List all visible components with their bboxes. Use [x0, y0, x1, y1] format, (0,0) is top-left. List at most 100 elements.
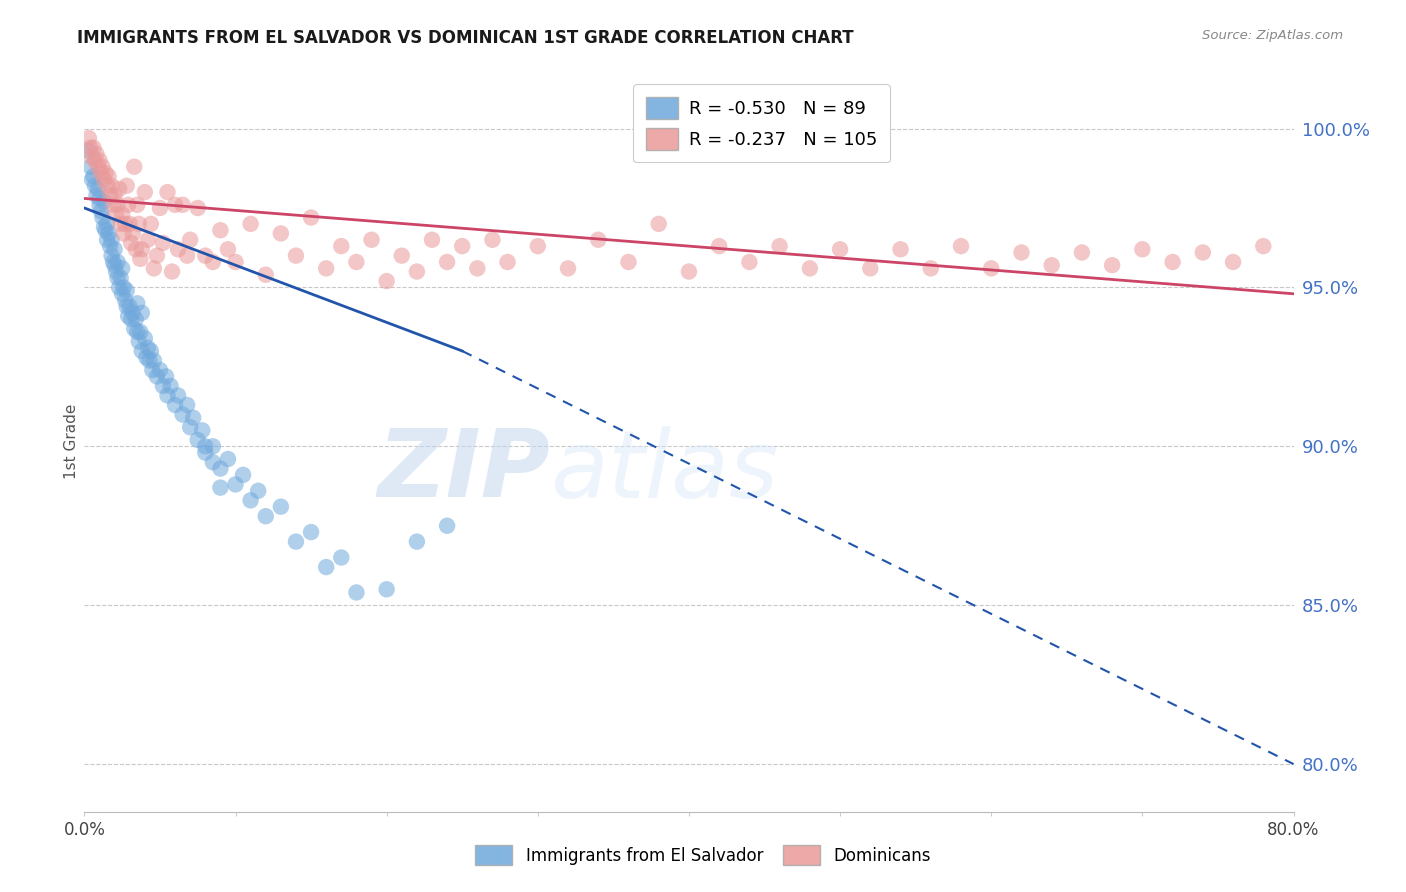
- Point: [128, 217, 150, 231]
- Point: [176, 398, 198, 412]
- Point: [96, 178, 118, 193]
- Point: [131, 306, 153, 320]
- Point: [209, 481, 232, 495]
- Point: [179, 233, 201, 247]
- Point: [346, 255, 368, 269]
- Point: [194, 249, 217, 263]
- Point: [588, 233, 610, 247]
- Point: [111, 286, 134, 301]
- Text: ZIP: ZIP: [377, 425, 550, 517]
- Point: [209, 223, 232, 237]
- Point: [127, 325, 149, 339]
- Point: [194, 445, 217, 459]
- Point: [315, 261, 337, 276]
- Point: [1130, 242, 1153, 256]
- Point: [91, 211, 114, 225]
- Point: [149, 363, 172, 377]
- Point: [136, 233, 159, 247]
- Point: [77, 144, 100, 158]
- Point: [87, 182, 110, 196]
- Point: [391, 249, 413, 263]
- Point: [270, 500, 292, 514]
- Point: [96, 233, 118, 247]
- Point: [299, 211, 322, 225]
- Point: [738, 255, 761, 269]
- Point: [117, 309, 139, 323]
- Point: [156, 185, 179, 199]
- Point: [108, 182, 131, 196]
- Point: [709, 239, 731, 253]
- Point: [451, 239, 474, 253]
- Point: [86, 188, 108, 202]
- Point: [82, 140, 104, 154]
- Point: [127, 296, 149, 310]
- Point: [87, 160, 110, 174]
- Point: [254, 509, 277, 524]
- Point: [90, 166, 112, 180]
- Point: [114, 217, 136, 231]
- Point: [247, 483, 270, 498]
- Point: [315, 560, 337, 574]
- Point: [131, 343, 153, 358]
- Point: [125, 242, 148, 256]
- Point: [406, 264, 429, 278]
- Point: [217, 452, 239, 467]
- Point: [94, 166, 117, 180]
- Point: [94, 223, 117, 237]
- Point: [299, 525, 322, 540]
- Point: [120, 312, 142, 326]
- Point: [1071, 245, 1094, 260]
- Y-axis label: 1st Grade: 1st Grade: [63, 404, 79, 479]
- Point: [172, 408, 194, 422]
- Point: [217, 242, 239, 256]
- Point: [187, 201, 209, 215]
- Point: [201, 255, 224, 269]
- Point: [90, 204, 112, 219]
- Point: [104, 258, 127, 272]
- Point: [1040, 258, 1063, 272]
- Point: [167, 242, 190, 256]
- Text: Source: ZipAtlas.com: Source: ZipAtlas.com: [1202, 29, 1343, 42]
- Point: [648, 217, 671, 231]
- Point: [165, 398, 187, 412]
- Point: [134, 331, 156, 345]
- Point: [165, 198, 187, 212]
- Point: [859, 261, 882, 276]
- Point: [107, 271, 129, 285]
- Point: [115, 300, 138, 314]
- Point: [114, 293, 136, 307]
- Point: [176, 249, 198, 263]
- Point: [107, 255, 129, 269]
- Point: [481, 233, 503, 247]
- Legend: Immigrants from El Salvador, Dominicans: Immigrants from El Salvador, Dominicans: [467, 837, 939, 873]
- Point: [101, 198, 124, 212]
- Point: [360, 233, 382, 247]
- Point: [436, 255, 458, 269]
- Point: [128, 334, 150, 349]
- Point: [152, 235, 174, 250]
- Point: [201, 455, 224, 469]
- Point: [89, 191, 111, 205]
- Point: [111, 261, 134, 276]
- Point: [129, 325, 152, 339]
- Point: [122, 322, 145, 336]
- Point: [79, 140, 101, 154]
- Point: [122, 160, 145, 174]
- Point: [129, 252, 152, 266]
- Point: [406, 534, 429, 549]
- Point: [1011, 245, 1033, 260]
- Point: [80, 150, 103, 164]
- Point: [950, 239, 973, 253]
- Point: [108, 280, 131, 294]
- Point: [209, 461, 232, 475]
- Point: [131, 242, 153, 256]
- Point: [112, 227, 135, 241]
- Point: [142, 353, 165, 368]
- Point: [111, 207, 134, 221]
- Point: [100, 178, 122, 193]
- Point: [201, 439, 224, 453]
- Point: [1192, 245, 1215, 260]
- Point: [330, 550, 353, 565]
- Point: [167, 388, 190, 402]
- Point: [181, 410, 204, 425]
